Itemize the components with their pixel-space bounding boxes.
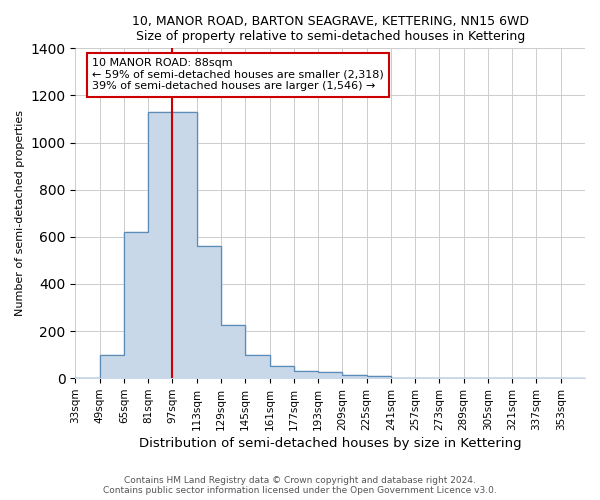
- Title: 10, MANOR ROAD, BARTON SEAGRAVE, KETTERING, NN15 6WD
Size of property relative t: 10, MANOR ROAD, BARTON SEAGRAVE, KETTERI…: [132, 15, 529, 43]
- Polygon shape: [76, 112, 585, 378]
- X-axis label: Distribution of semi-detached houses by size in Kettering: Distribution of semi-detached houses by …: [139, 437, 521, 450]
- Text: Contains HM Land Registry data © Crown copyright and database right 2024.
Contai: Contains HM Land Registry data © Crown c…: [103, 476, 497, 495]
- Text: 10 MANOR ROAD: 88sqm
← 59% of semi-detached houses are smaller (2,318)
39% of se: 10 MANOR ROAD: 88sqm ← 59% of semi-detac…: [92, 58, 384, 92]
- Y-axis label: Number of semi-detached properties: Number of semi-detached properties: [15, 110, 25, 316]
